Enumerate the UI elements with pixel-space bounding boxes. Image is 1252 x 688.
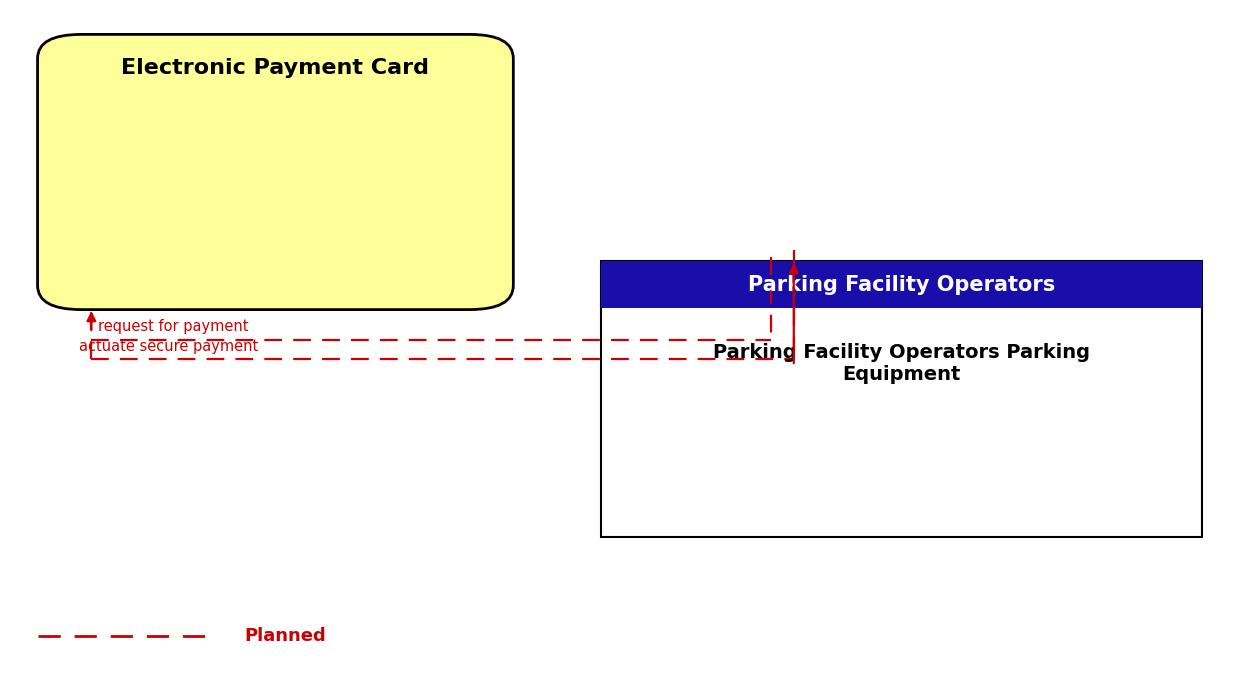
Text: request for payment: request for payment — [98, 319, 248, 334]
FancyBboxPatch shape — [601, 261, 1202, 537]
Text: Electronic Payment Card: Electronic Payment Card — [121, 58, 429, 78]
FancyBboxPatch shape — [601, 261, 1202, 308]
Text: actuate secure payment: actuate secure payment — [79, 338, 258, 354]
Text: Parking Facility Operators: Parking Facility Operators — [747, 275, 1055, 295]
FancyBboxPatch shape — [38, 34, 513, 310]
Text: Parking Facility Operators Parking
Equipment: Parking Facility Operators Parking Equip… — [712, 343, 1090, 384]
Text: Planned: Planned — [244, 627, 326, 645]
